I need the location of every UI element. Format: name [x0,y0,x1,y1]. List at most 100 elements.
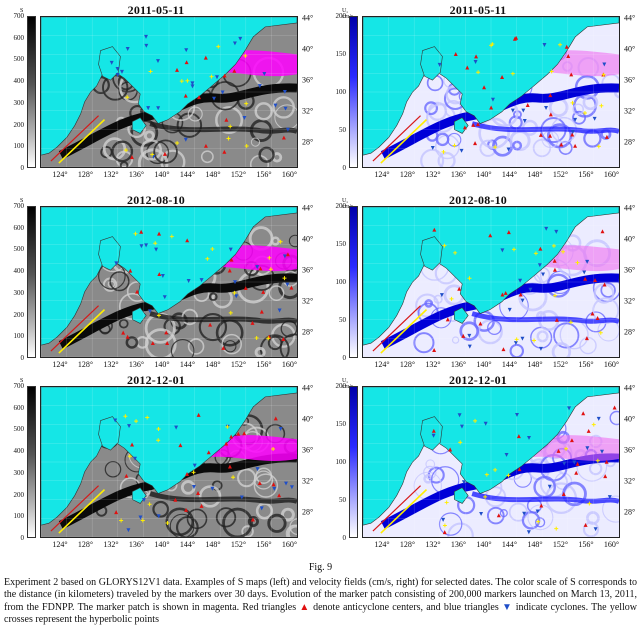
cyclone-marker [459,148,464,153]
colorbar-tick-label: 50 [339,316,346,324]
cyclone-marker [535,509,540,514]
cyclone-marker [544,105,549,110]
cyclone-marker [174,425,179,430]
cyclone-marker [514,412,519,417]
hyperbolic-point-marker [441,149,446,154]
cyclone-marker [139,244,144,249]
hyperbolic-point-marker [268,267,273,272]
velocity-map [362,206,620,358]
hyperbolic-point-marker [568,320,573,325]
hyperbolic-point-marker [150,152,155,157]
longitude-tick-label: 128° [399,170,416,179]
cyclone-marker [284,481,289,486]
cyclone-marker [144,243,149,248]
colorbar-tick-label: 100 [13,142,25,151]
colorbar-tick-label: 100 [335,88,347,96]
longitude-tick-label: 148° [527,540,543,549]
s-map-panel-2012-12-01: 2012-12-01 S 700 600 500 400 300 200 100 0 44° 40° 3… [6,373,314,554]
hyperbolic-point-marker [558,42,563,47]
panel-date-title: 2012-08-10 [127,193,185,207]
colorbar-tick-label: 500 [13,425,25,434]
hyperbolic-point-marker [554,526,559,531]
latitude-tick-label: 40° [302,414,314,424]
cyclone-marker [510,108,515,113]
hyperbolic-point-marker [119,518,124,523]
cyclone-marker [192,463,197,468]
cyclone-marker [282,89,287,94]
latitude-tick-label: 28° [302,327,314,337]
hyperbolic-point-marker [442,523,447,528]
cyclone-marker [259,506,264,511]
colorbar-gradient [27,206,36,358]
colorbar-gradient [27,16,36,168]
anticyclone-marker [570,132,575,137]
anticyclone-marker [552,258,557,263]
hyperbolic-point-marker [127,454,132,459]
latitude-tick-label: 32° [302,476,314,486]
panel-date-title: 2011-05-11 [127,3,185,17]
longitude-tick-label: 124° [374,360,390,369]
longitude-axis: 124° 128° 132° 136° 140° 144° 148° 152° 156° 160° [40,360,298,372]
hyperbolic-point-marker [125,95,130,100]
caption-text: Experiment 2 based on GLORYS12V1 data. E… [4,577,637,627]
anticyclone-marker [185,471,190,476]
latitude-tick-label: 36° [624,445,636,455]
cyclone-marker [190,81,195,86]
cyclone-marker [437,62,442,67]
anticyclone-marker [604,459,609,464]
caption-part-2: denote anticyclone centers, and blue tri… [313,601,499,613]
colorbar-unit-label: S [20,8,24,14]
s-map-panel-2011-05-11: 2011-05-11 S 700 600 500 400 300 200 100 0 44° 40° 3… [6,3,314,184]
anticyclone-marker [556,448,561,453]
cyclone-marker [282,254,287,259]
longitude-tick-label: 136° [450,360,467,369]
cyclone-marker [522,119,527,123]
anticyclone-marker [575,461,580,466]
colorbar-unit-label: U, cm/s [342,378,354,390]
colorbar-tick-label: 400 [13,77,25,86]
anticyclone-marker [199,503,204,508]
latitude-tick-label: 44° [624,203,636,213]
cyclone-marker [273,103,278,108]
cyclone-marker [602,62,607,67]
cyclone-marker [113,418,118,423]
colorbar-tick-label: 0 [342,164,347,172]
colorbar-gradient [27,386,36,538]
cyclone-marker [538,346,543,351]
colorbar-tick-label: 0 [20,164,25,172]
longitude-tick-label: 128° [399,360,416,369]
anticyclone-marker [573,143,578,148]
anticyclone-marker [538,246,543,251]
longitude-tick-label: 156° [578,540,594,549]
cyclone-marker [544,226,549,231]
red-triangle-icon: ▲ [299,601,310,613]
hyperbolic-point-marker [551,243,556,248]
anticyclone-marker [574,470,579,475]
longitude-tick-label: 156° [256,540,272,549]
cyclone-marker [183,137,188,142]
colorbar-tick-label: 150 [335,420,347,428]
velocity-map [362,386,620,538]
colorbar-tick-label: 0 [342,354,347,362]
anticyclone-marker [197,95,202,100]
hyperbolic-point-marker [145,415,150,420]
cyclone-marker [459,424,464,429]
anticyclone-marker [281,337,286,342]
cyclone-marker [567,406,572,411]
hyperbolic-point-marker [133,231,138,236]
anticyclone-marker [432,227,437,232]
velocity-map [362,16,620,168]
anticyclone-marker [465,65,470,70]
latitude-tick-label: 28° [302,507,314,517]
anticyclone-marker [125,334,130,339]
cyclone-marker [521,108,526,113]
anticyclone-marker [184,507,189,512]
anticyclone-marker [583,522,588,527]
anticyclone-marker [559,142,564,147]
hyperbolic-point-marker [599,103,604,108]
anticyclone-marker [185,238,190,243]
anticyclone-marker [130,442,135,447]
cyclone-marker [228,247,233,252]
hyperbolic-point-marker [156,427,161,431]
velocity-map-panel-2012-08-10: 2012-08-10 U, cm/s 200 150 100 50 0 44° 40° 36° 32… [328,193,636,374]
